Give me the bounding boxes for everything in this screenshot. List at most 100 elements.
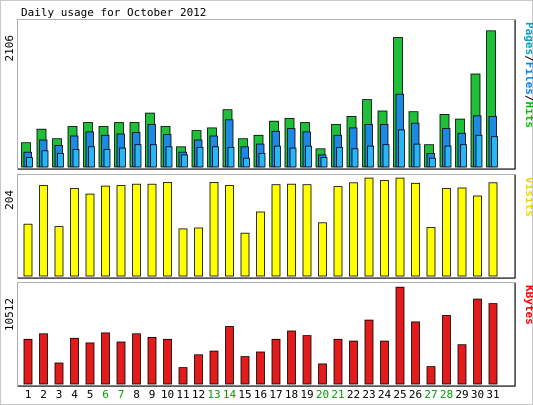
bar-kbytes-kbytes-day-26 [411,321,420,385]
bar-kbytes-kbytes-day-6 [101,332,110,385]
bar-hits-pages-day-7 [119,147,126,168]
bar-kbytes-kbytes-day-12 [194,354,203,385]
panel-hits-side-label-part-3: / [523,95,533,102]
x-tick-label-day-1: 1 [25,388,32,401]
bar-visits-visits-day-10 [163,181,172,277]
bar-visits-visits-day-3 [54,226,64,277]
x-tick-label-day-5: 5 [87,388,94,401]
bar-kbytes-kbytes-day-14 [225,326,234,385]
panel-hits-side-label: Pages/Files/Hits [523,22,533,128]
panel-hits-ymax-label: 2106 [3,35,16,62]
bar-hits-pages-day-14 [227,146,235,168]
bar-kbytes-kbytes-day-21 [333,338,343,385]
bar-visits-visits-day-12 [194,227,203,277]
x-tick-label-day-17: 17 [269,388,282,401]
bar-hits-pages-day-19 [305,145,312,168]
bar-hits-pages-day-2 [41,150,49,168]
bar-hits-pages-day-3 [57,153,64,168]
bar-visits-visits-day-23 [364,177,374,277]
panel-kbytes-side-label: KBytes [523,285,533,325]
bar-kbytes-kbytes-day-19 [302,335,312,385]
panel-visits-side-label-part-0: Visits [523,177,533,217]
bar-hits-pages-day-16 [258,153,266,168]
x-tick-label-day-23: 23 [362,388,375,401]
x-tick-label-day-26: 26 [409,388,422,401]
x-tick-label-day-10: 10 [161,388,174,401]
bar-kbytes-kbytes-day-9 [147,336,157,385]
bar-hits-pages-day-18 [289,147,297,168]
x-tick-label-day-16: 16 [254,388,267,401]
bar-kbytes-kbytes-day-23 [364,319,374,385]
bar-kbytes-kbytes-day-1 [23,338,33,385]
bar-hits-pages-day-22 [351,148,359,168]
bar-kbytes-kbytes-day-17 [271,338,281,385]
panel-hits-side-label-part-0: Pages [523,22,533,55]
x-tick-label-day-7: 7 [118,388,125,401]
x-tick-label-day-4: 4 [71,388,78,401]
panel-hits-side-label-part-2: Files [523,62,533,95]
bar-hits-pages-day-28 [444,145,452,168]
bar-kbytes-kbytes-day-29 [457,344,467,385]
bar-kbytes-kbytes-day-15 [240,356,250,385]
x-tick-label-day-14: 14 [223,388,237,401]
bar-visits-visits-day-11 [178,228,188,277]
x-tick-label-day-9: 9 [149,388,156,401]
bar-kbytes-kbytes-day-20 [318,363,327,385]
bar-hits-pages-day-9 [150,144,157,168]
x-tick-label-day-20: 20 [316,388,329,401]
panel-visits-ymax-label: 204 [3,190,16,210]
bar-kbytes-kbytes-day-5 [85,342,95,385]
bar-hits-pages-day-27 [429,157,436,168]
x-tick-label-day-18: 18 [285,388,298,401]
bar-hits-pages-day-12 [196,146,204,168]
bar-kbytes-kbytes-day-2 [39,333,48,385]
bar-hits-pages-day-13 [212,146,219,168]
bar-visits-visits-day-22 [349,182,358,277]
bar-visits-visits-day-7 [116,185,126,277]
x-tick-label-day-25: 25 [393,388,406,401]
panel-visits-side-label: Visits [523,177,533,217]
bar-hits-pages-day-31 [491,136,498,168]
x-tick-label-day-21: 21 [331,388,344,401]
x-tick-label-day-27: 27 [424,388,437,401]
bar-kbytes-kbytes-day-8 [132,333,141,385]
bar-hits-pages-day-29 [460,144,467,168]
bar-visits-visits-day-14 [225,185,234,277]
x-tick-label-day-13: 13 [207,388,220,401]
bar-hits-pages-day-5 [88,146,95,168]
bar-visits-visits-day-8 [132,183,141,277]
bar-visits-visits-day-2 [39,185,48,277]
x-tick-label-day-8: 8 [133,388,140,401]
x-tick-label-day-2: 2 [40,388,47,401]
bar-hits-pages-day-25 [398,129,405,168]
bar-kbytes-kbytes-day-30 [473,298,482,385]
x-tick-label-day-29: 29 [455,388,468,401]
bar-visits-visits-day-16 [256,211,265,277]
bar-kbytes-kbytes-day-31 [488,303,498,385]
bar-visits-visits-day-24 [380,180,389,277]
bar-visits-visits-day-21 [333,186,343,277]
bar-hits-pages-day-20 [320,157,328,168]
x-tick-label-day-3: 3 [56,388,63,401]
bar-hits-pages-day-24 [382,144,390,168]
bar-visits-visits-day-31 [488,182,498,277]
bar-visits-visits-day-5 [85,193,95,277]
bar-kbytes-kbytes-day-22 [349,340,358,385]
bar-hits-pages-day-26 [413,143,421,168]
bar-hits-pages-day-30 [475,134,483,168]
bar-hits-pages-day-15 [243,157,250,168]
bar-visits-visits-day-19 [302,184,312,277]
x-tick-label-day-11: 11 [176,388,189,401]
bar-visits-visits-day-9 [147,183,157,277]
panel-hits-side-label-part-1: / [523,55,533,62]
bar-visits-visits-day-13 [209,181,219,277]
x-tick-label-day-31: 31 [486,388,499,401]
x-tick-label-day-12: 12 [192,388,205,401]
bar-visits-visits-day-4 [70,188,79,277]
bar-kbytes-kbytes-day-13 [209,350,219,385]
bar-hits-pages-day-1 [26,157,33,168]
bar-hits-pages-day-10 [165,146,173,168]
bar-visits-visits-day-28 [442,188,451,277]
x-tick-label-day-22: 22 [347,388,360,401]
